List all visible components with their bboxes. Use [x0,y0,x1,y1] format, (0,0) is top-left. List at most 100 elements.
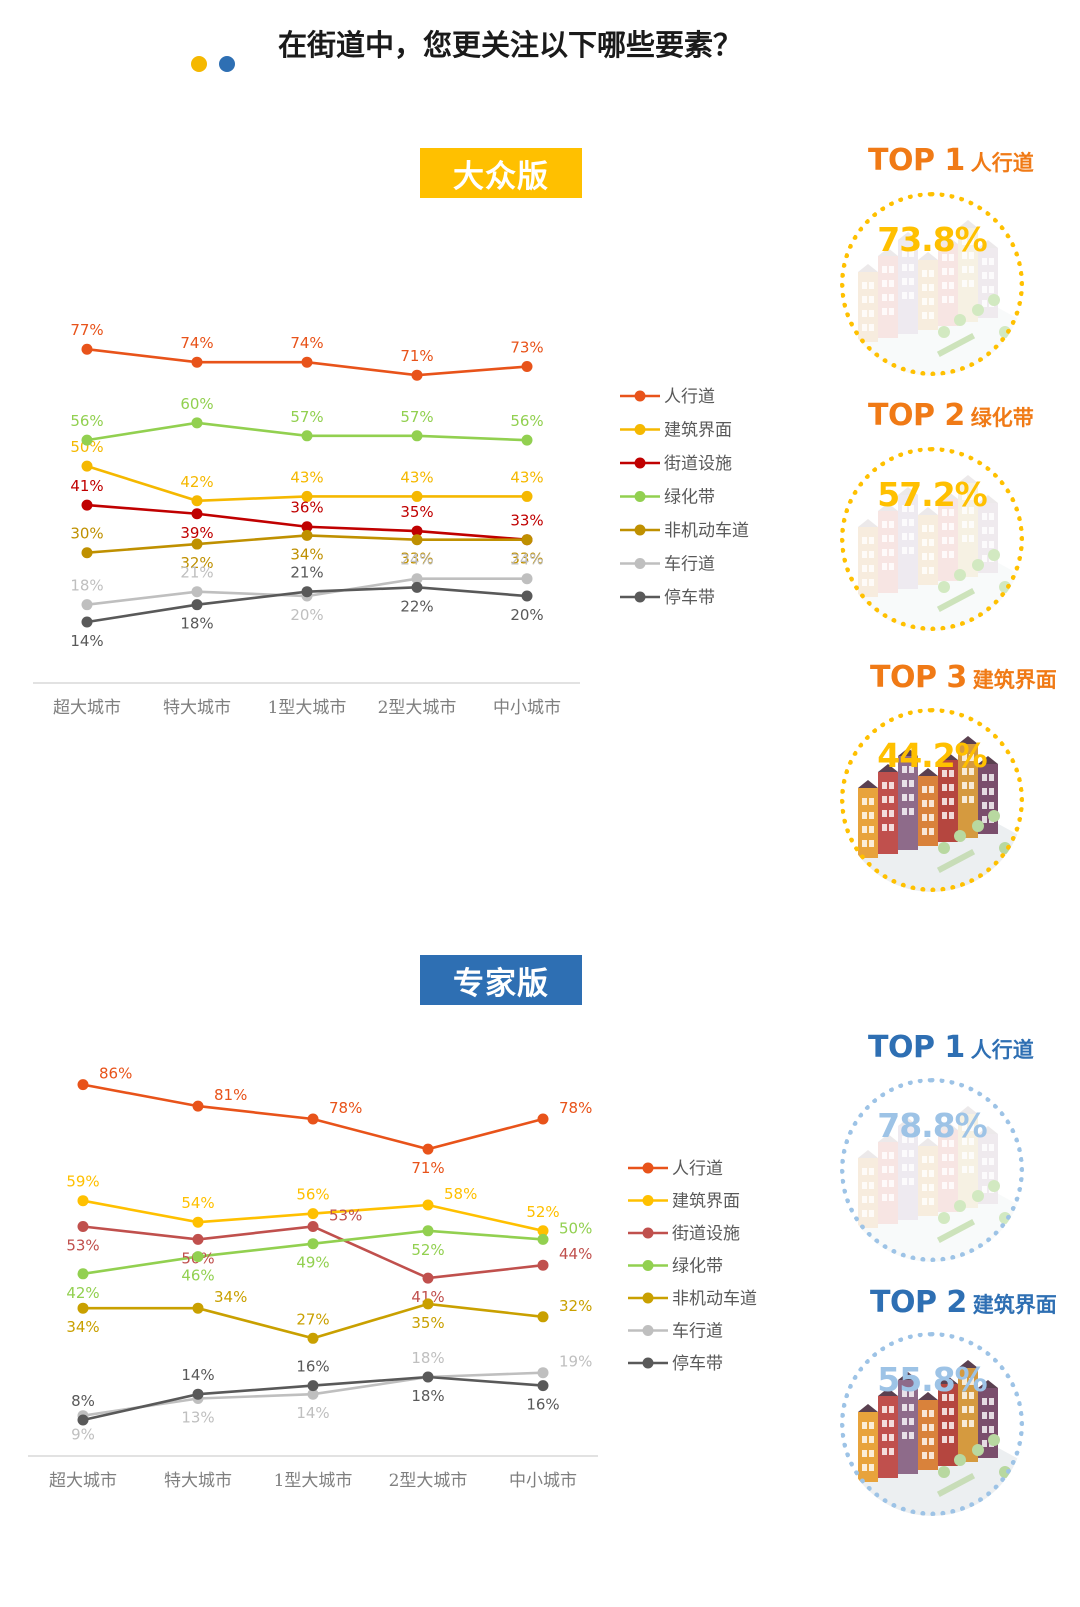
data-label: 49% [296,1254,329,1272]
data-point [521,573,533,585]
data-label: 21% [180,564,213,582]
data-point [192,1216,204,1228]
legend-marker [634,390,646,402]
data-point [422,1199,434,1211]
data-label: 42% [180,473,213,491]
public-top2-percent: 57.2% [877,475,988,514]
data-point [301,356,313,368]
data-point [192,1100,204,1112]
data-label: 18% [411,1349,444,1367]
legend-marker [642,1292,654,1304]
x-tick-label: 2型大城市 [389,1471,468,1491]
data-label: 56% [70,412,103,430]
legend-label: 停车带 [672,1354,723,1374]
data-point [537,1380,549,1392]
data-point [192,1233,204,1245]
data-point [81,343,93,355]
public-top3-circle: 44.2% [840,708,1024,892]
data-label: 53% [66,1237,99,1255]
legend-label: 非机动车道 [672,1289,757,1309]
data-point [301,490,313,502]
data-point [411,534,423,546]
data-label: 18% [70,577,103,595]
legend-label: 停车带 [664,588,715,608]
x-tick-label: 超大城市 [53,698,121,718]
legend-marker [642,1357,654,1369]
data-label: 35% [411,1314,444,1332]
data-label: 22% [400,597,433,615]
x-tick-label: 中小城市 [509,1471,577,1491]
data-point [191,586,203,598]
legend-marker [642,1325,654,1336]
data-point [191,599,203,611]
data-label: 13% [181,1409,214,1427]
data-label: 41% [70,477,103,495]
legend-label: 绿化带 [672,1257,723,1277]
legend-label: 建筑界面 [664,421,732,441]
data-label: 32% [180,554,213,572]
data-label: 77% [70,321,103,339]
data-label: 52% [411,1241,444,1259]
data-point [191,508,203,520]
expert-version-badge: 专家版 [420,955,582,1005]
data-point [192,1388,204,1400]
data-label: 44% [559,1245,592,1263]
data-label: 42% [66,1284,99,1302]
data-point [307,1208,319,1220]
data-label: 20% [510,606,543,624]
blue-dot-icon [219,56,235,72]
data-label: 8% [71,1392,95,1410]
data-label: 20% [290,606,323,624]
data-point [301,430,313,442]
legend-marker [642,1227,654,1239]
legend-label: 非机动车道 [664,521,749,541]
legend-marker [642,1162,654,1174]
data-label: 60% [180,395,213,413]
data-label: 32% [559,1297,592,1315]
data-label: 35% [400,503,433,521]
data-point [81,616,93,628]
data-label: 43% [290,468,323,486]
data-label: 34% [290,545,323,563]
data-point [77,1079,89,1091]
data-point [81,434,93,446]
data-point [537,1225,549,1237]
data-point [422,1225,434,1237]
data-point [81,547,93,559]
data-point [537,1233,549,1245]
data-label: 50% [559,1219,592,1237]
data-label: 21% [290,564,323,582]
public-top2-circle: 57.2% [840,447,1024,631]
data-point [192,1251,204,1263]
data-label: 86% [99,1065,132,1083]
data-point [77,1195,89,1207]
data-point [301,529,313,541]
legend-marker [634,457,646,469]
data-label: 71% [411,1159,444,1177]
data-label: 36% [290,499,323,517]
expert-top1-percent: 78.8% [877,1106,988,1145]
data-point [537,1367,549,1379]
public-top1-heading: TOP 1 人行道 [868,143,1034,178]
x-tick-label: 1型大城市 [274,1471,353,1491]
data-label: 19% [559,1353,592,1371]
data-point [192,1302,204,1314]
public-top1-circle: 73.8% [840,192,1024,376]
legend-label: 街道设施 [672,1224,740,1244]
data-point [422,1143,434,1155]
data-label: 57% [400,408,433,426]
public-top3-heading: TOP 3 建筑界面 [870,660,1057,695]
data-label: 14% [70,632,103,650]
data-label: 14% [181,1366,214,1384]
data-label: 39% [180,524,213,542]
data-label: 33% [510,550,543,568]
data-point [411,430,423,442]
legend-marker [642,1195,654,1206]
legend-marker [634,424,646,435]
data-point [81,599,93,611]
data-label: 34% [214,1288,247,1306]
public-top1-percent: 73.8% [877,220,988,259]
data-label: 81% [214,1086,247,1104]
legend-marker [642,1260,654,1271]
x-tick-label: 1型大城市 [268,698,347,718]
